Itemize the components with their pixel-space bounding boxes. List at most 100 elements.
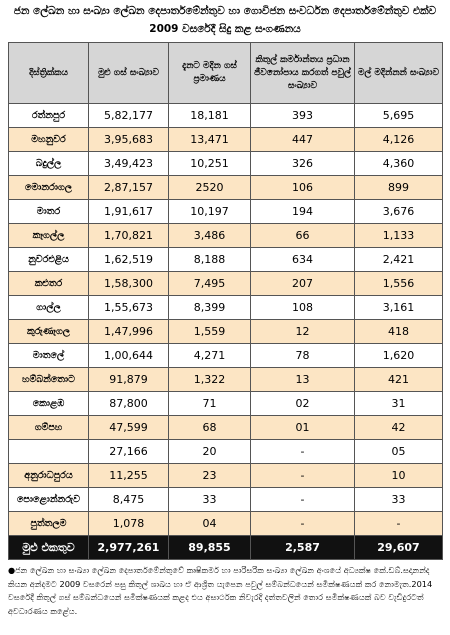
- cell: 5,82,177: [88, 103, 169, 128]
- table-row: නුවරඑළිය 1,62,519 8,188 634 2,421: [8, 247, 443, 272]
- table-row: 27,166 20-05: [8, 439, 443, 464]
- cell: 4,271: [168, 343, 251, 368]
- district-cell: පුත්තලම: [8, 511, 89, 536]
- data-table: දිස්ත්‍රික්කය මුළු ගස් සංඛ්‍යාව දැනට මදින …: [8, 42, 443, 560]
- cell: 1,556: [354, 271, 443, 296]
- cell: 108: [250, 295, 355, 320]
- table-row: කෑගල්ල 1,70,821 3,486 66 1,133: [8, 223, 443, 248]
- cell: 1,00,644: [88, 343, 169, 368]
- cell: 01: [250, 415, 355, 440]
- cell: [8, 439, 89, 464]
- district-cell: මහනුවර: [8, 127, 89, 152]
- column-header: කිතුල් කර්මාන්තය ප්‍රධාන ජීවනෝපාය කරගත් …: [250, 42, 355, 104]
- table-row: මාතලේ 1,00,644 4,271 78 1,620: [8, 343, 443, 368]
- table-row: පුත්තලම 1,078 04- -: [8, 511, 443, 536]
- cell: 1,58,300: [88, 271, 169, 296]
- cell: 447: [250, 127, 355, 152]
- district-cell: මාතලේ: [8, 343, 89, 368]
- cell: -: [250, 487, 355, 512]
- cell: -: [250, 511, 355, 536]
- district-cell: කුරුණෑගල: [8, 319, 89, 344]
- cell: 3,95,683: [88, 127, 169, 152]
- cell: 31: [354, 391, 443, 416]
- table-row: ගම්පහ 47,599 68 01 42: [8, 415, 443, 440]
- table-row: පොළොන්නරුව 8,475 33-33: [8, 487, 443, 512]
- table-row: ගාල්ල 1,55,673 8,399 108 3,161: [8, 295, 443, 320]
- cell: 4,126: [354, 127, 443, 152]
- table-row: මොනරාගල 2,87,157 2520 106 899: [8, 175, 443, 200]
- table-row: හම්බන්තොට 91,879 1,322 13 421: [8, 367, 443, 392]
- cell: 1,62,519: [88, 247, 169, 272]
- cell: 899: [354, 175, 443, 200]
- total-cell: මුළු එකතුව: [8, 535, 89, 560]
- cell: 418: [354, 319, 443, 344]
- district-cell: ගම්පහ: [8, 415, 89, 440]
- cell: 04: [168, 511, 251, 536]
- district-cell: මොනරාගල: [8, 175, 89, 200]
- cell: 10,197: [168, 199, 251, 224]
- cell: 1,559: [168, 319, 251, 344]
- cell: 1,078: [88, 511, 169, 536]
- cell: 8,188: [168, 247, 251, 272]
- cell: 326: [250, 151, 355, 176]
- cell: 4,360: [354, 151, 443, 176]
- table-row: රත්නපුර 5,82,177 18,181 393 5,695: [8, 103, 443, 128]
- cell: 68: [168, 415, 251, 440]
- cell: 87,800: [88, 391, 169, 416]
- cell: 8,399: [168, 295, 251, 320]
- cell: 8,475: [88, 487, 169, 512]
- cell: 393: [250, 103, 355, 128]
- total-cell: 29,607: [354, 535, 443, 560]
- total-cell: 2,977,261: [88, 535, 169, 560]
- cell: 1,55,673: [88, 295, 169, 320]
- cell: 33: [354, 487, 443, 512]
- cell: -: [250, 439, 355, 464]
- table-row: කුරුණෑගල 1,47,996 1,559 12 418: [8, 319, 443, 344]
- cell: -: [354, 511, 443, 536]
- table-row: කොළඹ 87,800 71 02 31: [8, 391, 443, 416]
- cell: 71: [168, 391, 251, 416]
- table-body: රත්නපුර 5,82,177 18,181 393 5,695 මහනුවර 3,95,…: [8, 103, 443, 560]
- cell: 20: [168, 439, 251, 464]
- cell: 7,495: [168, 271, 251, 296]
- table-row: මාතර 1,91,617 10,197 194 3,676: [8, 199, 443, 224]
- district-cell: හම්බන්තොට: [8, 367, 89, 392]
- cell: 3,49,423: [88, 151, 169, 176]
- cell: 2,87,157: [88, 175, 169, 200]
- cell: 42: [354, 415, 443, 440]
- column-header: මල් මදින්නන් සංඛ්‍යාව: [354, 42, 443, 104]
- cell: 33: [168, 487, 251, 512]
- table-row: මහනුවර 3,95,683 13,471 447 4,126: [8, 127, 443, 152]
- cell: 23: [168, 463, 251, 488]
- cell: 207: [250, 271, 355, 296]
- cell: 3,161: [354, 295, 443, 320]
- cell: 02: [250, 391, 355, 416]
- column-header: දැනට මදින ගස් ප්‍රමාණය: [168, 42, 251, 104]
- cell: 1,91,617: [88, 199, 169, 224]
- cell: 27,166: [88, 439, 169, 464]
- total-cell: 89,855: [168, 535, 251, 560]
- cell: 3,676: [354, 199, 443, 224]
- district-cell: කොළඹ: [8, 391, 89, 416]
- cell: 91,879: [88, 367, 169, 392]
- cell: 47,599: [88, 415, 169, 440]
- district-cell: පොළොන්නරුව: [8, 487, 89, 512]
- district-cell: බදුල්ල: [8, 151, 89, 176]
- district-cell: නුවරඑළිය: [8, 247, 89, 272]
- cell: 11,255: [88, 463, 169, 488]
- cell: 2520: [168, 175, 251, 200]
- title: ජන ලේඛන හා සංඛ්‍යා ලේඛන දෙපාර්තමේන්තුව හ…: [13, 5, 437, 35]
- column-header: මුළු ගස් සංඛ්‍යාව: [88, 42, 169, 104]
- district-cell: අනුරාධපුරය: [8, 463, 89, 488]
- table-row: අනුරාධපුරය 11,255 23-10: [8, 463, 443, 488]
- cell: 10: [354, 463, 443, 488]
- district-cell: මාතර: [8, 199, 89, 224]
- cell: 66: [250, 223, 355, 248]
- cell: 18,181: [168, 103, 251, 128]
- cell: 13,471: [168, 127, 251, 152]
- cell: 1,133: [354, 223, 443, 248]
- district-cell: කෑගල්ල: [8, 223, 89, 248]
- district-cell: රත්නපුර: [8, 103, 89, 128]
- cell: 5,695: [354, 103, 443, 128]
